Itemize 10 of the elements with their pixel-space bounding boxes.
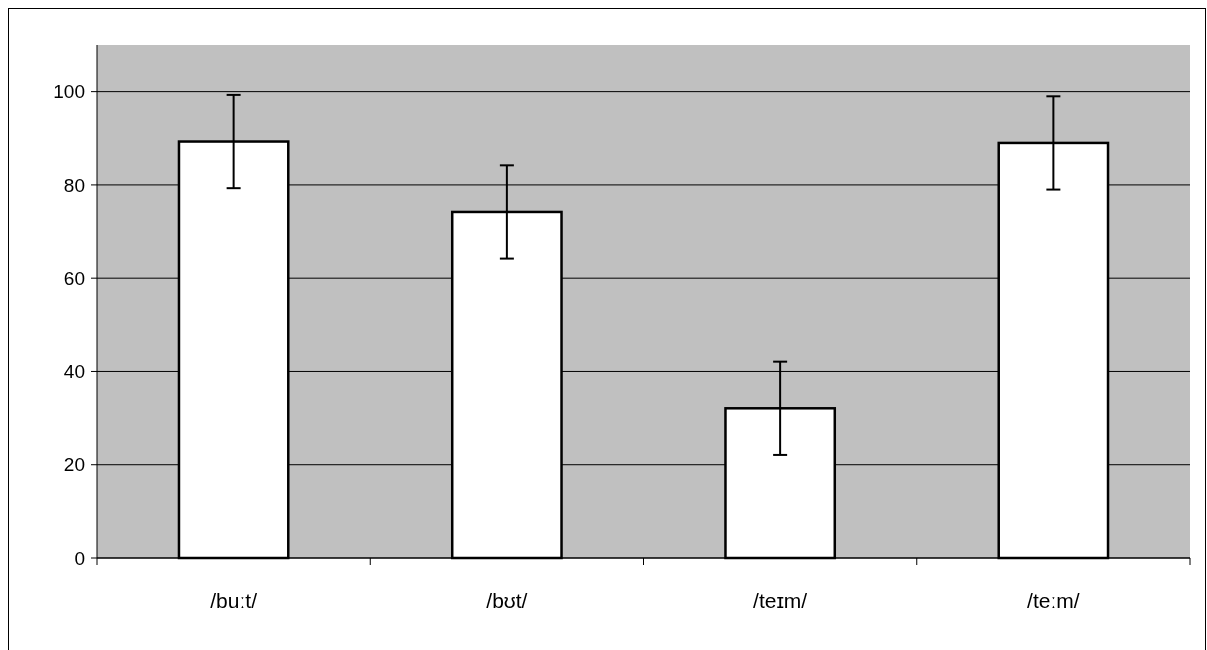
x-tick-label: /teːm/: [1027, 589, 1080, 612]
x-tick-label: /teɪm/: [753, 589, 808, 612]
y-tick-label: 20: [63, 454, 85, 476]
x-tick-label: /bʊt/: [486, 589, 528, 612]
y-tick-label: 60: [63, 267, 85, 289]
x-tick-label: /buːt/: [210, 589, 258, 612]
y-tick-label: 80: [63, 174, 85, 196]
y-tick-label: 0: [74, 547, 85, 569]
y-tick-label: 100: [53, 81, 85, 103]
y-tick-label: 40: [63, 361, 85, 383]
